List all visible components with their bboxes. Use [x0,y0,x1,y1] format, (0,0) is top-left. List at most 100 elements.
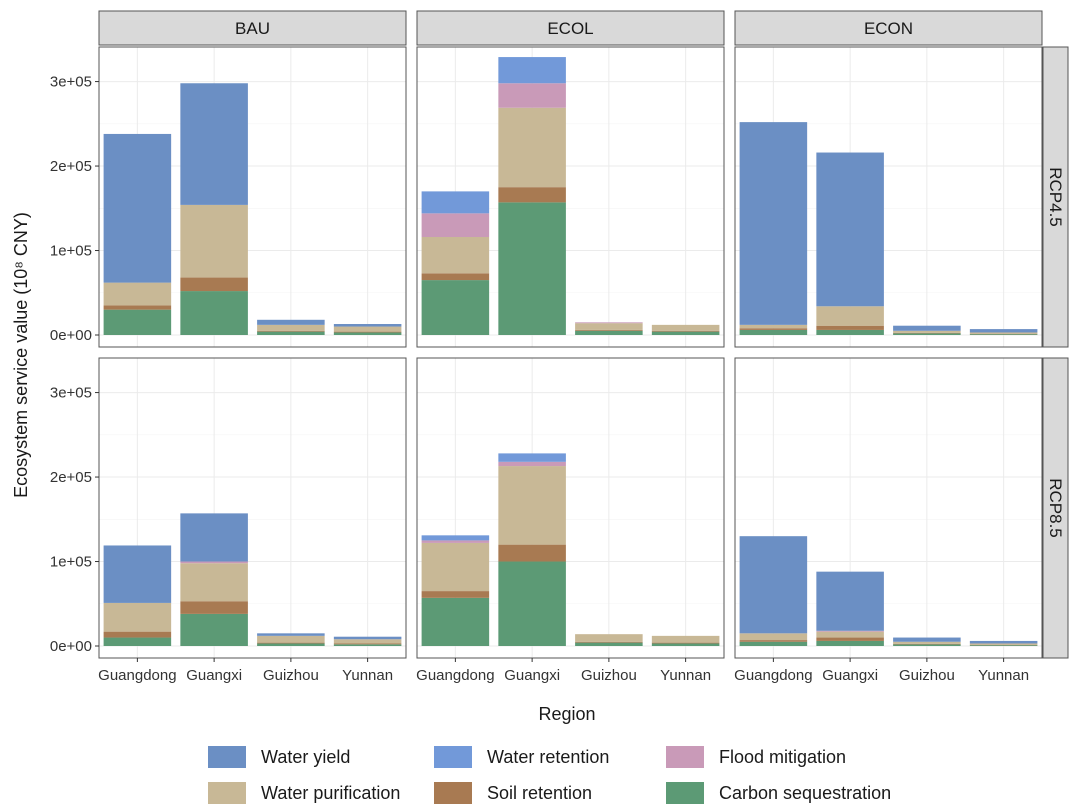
bar-guizhou [893,325,961,335]
bar-segment-soil-retention [333,643,402,645]
x-tick-label: Guangdong [734,667,812,684]
bar-segment-carbon-sequestration [498,561,566,646]
bar-segment-water-yield [103,133,172,283]
bar-segment-soil-retention [333,331,402,333]
bar-segment-water-yield [257,319,325,325]
bar-segment-carbon-sequestration [421,280,490,335]
bar-yunnan [333,636,402,646]
bar-segment-water-yield [969,640,1038,644]
y-axis-title: Ecosystem service value (10⁸ CNY) [11,212,31,498]
bar-guangdong [739,122,808,335]
x-tick-label: Yunnan [978,667,1029,684]
bar-segment-water-yield [333,636,402,640]
row-strip-label: RCP4.5 [1046,167,1065,227]
column-strip-label: ECON [864,19,913,38]
legend-label: Water yield [261,747,350,767]
bar-segment-flood-mitigation [498,83,566,108]
bar-segment-water-purification [816,306,884,326]
bar-segment-water-purification [969,643,1038,645]
bar-segment-soil-retention [651,330,720,332]
bar-segment-water-purification [739,633,808,641]
bar-segment-soil-retention [816,325,884,330]
bar-segment-water-purification [103,602,172,632]
row-strip-rcp4-5: RCP4.5 [1042,46,1069,348]
x-tick-label: Guangxi [504,667,560,684]
bar-guizhou [575,634,643,646]
y-tick-label: 3e+05 [50,385,92,402]
bar-segment-soil-retention [893,332,961,334]
bar-segment-flood-mitigation [180,561,248,564]
bar-segment-soil-retention [180,277,248,292]
panel-border [734,46,1043,348]
bar-segment-carbon-sequestration [893,333,961,335]
bar-segment-carbon-sequestration [498,202,566,335]
bar-guangdong [421,535,490,646]
bar-segment-water-purification [421,237,490,274]
bar-segment-soil-retention [103,305,172,310]
column-strip-econ: ECON [734,10,1043,46]
bar-segment-carbon-sequestration [969,645,1038,646]
legend-item-flood-mitigation: Flood mitigation [666,746,846,768]
panel-econ-rcp4-5 [734,46,1043,348]
bar-segment-water-yield [816,152,884,307]
bar-segment-water-purification [969,332,1038,334]
legend: Water yield Water retention Flood mitigati… [208,746,891,804]
bar-yunnan [969,329,1038,335]
bar-yunnan [969,640,1038,646]
row-strip-rcp8-5: RCP8.5 [1042,357,1069,659]
x-tick-label: Guizhou [581,667,637,684]
bar-segment-water-yield [893,325,961,331]
x-tick-label: Guangdong [98,667,176,684]
bar-segment-soil-retention [421,273,490,281]
column-strip-bau: BAU [98,10,407,46]
bar-segment-carbon-sequestration [816,329,884,335]
panel-border [416,357,725,659]
bar-segment-water-purification [651,635,720,643]
bar-segment-water-yield [816,571,884,631]
bar-segment-soil-retention [421,591,490,598]
bar-segment-soil-retention [969,333,1038,335]
row-strip-background [1042,46,1069,348]
bar-segment-water-purification [103,282,172,306]
bar-segment-water-purification [257,324,325,331]
bar-segment-soil-retention [816,637,884,641]
bar-segment-soil-retention [257,330,325,332]
bar-segment-soil-retention [739,640,808,642]
bar-segment-water-purification [575,323,643,330]
bar-segment-soil-retention [969,644,1038,646]
legend-item-carbon-sequestration: Carbon sequestration [666,782,891,804]
column-strip-label: BAU [235,19,270,38]
bar-guangxi [498,453,566,646]
bar-segment-water-yield [103,545,172,603]
bar-yunnan [651,324,720,335]
y-tick-label: 1e+05 [50,243,92,260]
legend-swatch [434,782,472,804]
bar-segment-water-purification [739,324,808,329]
bar-yunnan [333,324,402,335]
bar-segment-water-purification [893,330,961,333]
bar-segment-water-purification [421,542,490,592]
bar-guizhou [575,322,643,335]
bar-guangxi [816,152,884,335]
bar-guizhou [893,637,961,646]
x-tick-label: Guangdong [416,667,494,684]
bar-segment-carbon-sequestration [257,331,325,335]
y-tick-label: 1e+05 [50,554,92,571]
bar-segment-carbon-sequestration [333,332,402,335]
y-tick-label: 0e+00 [50,638,92,655]
column-strip-label: ECOL [547,19,593,38]
bar-segment-water-purification [575,634,643,642]
bar-segment-water-yield [333,324,402,327]
legend-label: Flood mitigation [719,747,846,767]
column-strip-background [416,10,725,46]
bar-segment-soil-retention [103,631,172,638]
bar-segment-carbon-sequestration [257,643,325,646]
bar-segment-carbon-sequestration [893,644,961,646]
bar-segment-flood-mitigation [498,461,566,467]
bar-segment-water-purification [651,324,720,331]
legend-swatch [666,746,704,768]
x-tick-label: Yunnan [660,667,711,684]
bar-segment-carbon-sequestration [739,329,808,335]
bar-segment-carbon-sequestration [575,330,643,335]
bar-segment-soil-retention [575,641,643,643]
